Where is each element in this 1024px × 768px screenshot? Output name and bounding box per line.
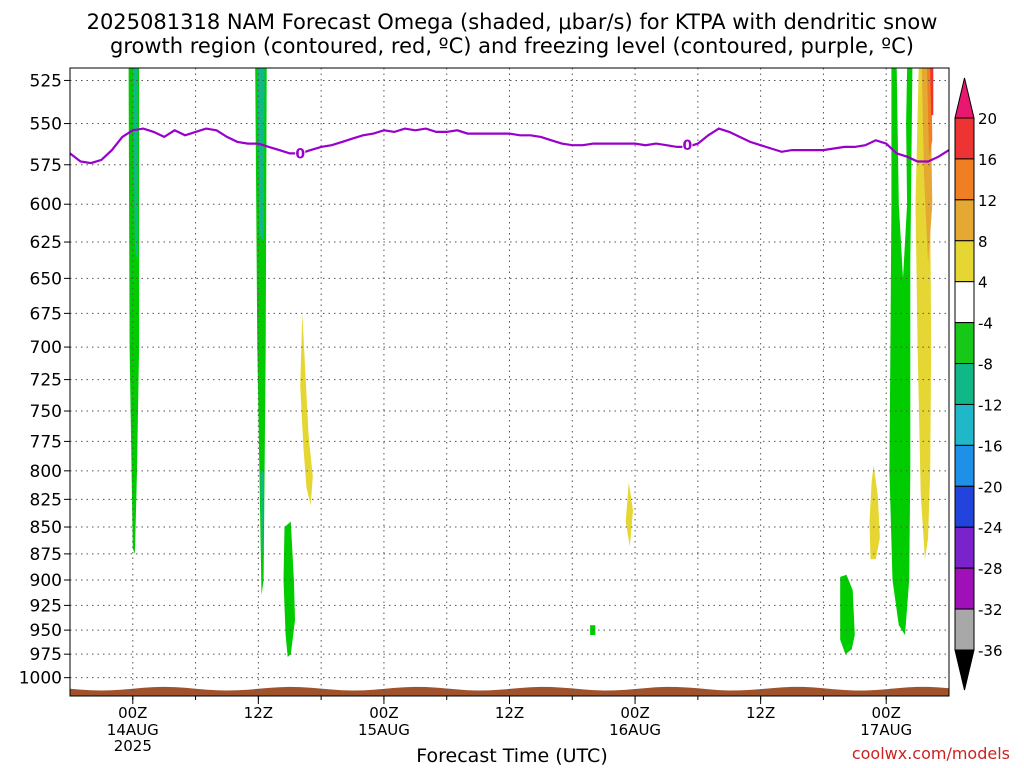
colorbar-label-5: -4 [978, 315, 993, 333]
credit-link[interactable]: coolwx.com/models [851, 744, 1010, 763]
y-tick-label-1000: 1000 [19, 669, 62, 689]
y-tick-label-700: 700 [30, 338, 62, 358]
y-tick-label-850: 850 [30, 518, 62, 538]
colorbar-label-13: -36 [978, 642, 1003, 660]
contour-label-1: 0 [683, 138, 693, 154]
colorbar-label-10: -24 [978, 519, 1003, 537]
omega-region-10 [840, 574, 855, 655]
colorbar-box-5 [954, 322, 975, 365]
colorbar-box-11 [954, 567, 975, 610]
colorbar-box-4 [954, 281, 975, 324]
omega-region-1 [132, 68, 138, 264]
x-sub-label-48-0: 16AUG [609, 721, 661, 739]
colorbar-box-0 [954, 117, 975, 160]
y-tick-label-825: 825 [30, 490, 62, 510]
omega-region-4 [260, 470, 264, 560]
grid-lines [70, 68, 949, 696]
colorbar-box-8 [954, 444, 975, 487]
y-tick-label-600: 600 [30, 195, 62, 215]
y-tick-label-875: 875 [30, 545, 62, 565]
colorbar: 20 16 12 8 4 -4 -8 -12 -16 -20 -24 -28 -32 -36 [954, 77, 1003, 691]
y-tick-label-625: 625 [30, 233, 62, 253]
colorbar-label-3: 8 [978, 233, 988, 251]
colorbar-box-9 [954, 485, 975, 528]
omega-region-3 [257, 68, 265, 242]
colorbar-label-12: -32 [978, 601, 1003, 619]
chart-title-line-1: 2025081318 NAM Forecast Omega (shaded, μ… [86, 10, 938, 34]
colorbar-box-10 [954, 526, 975, 569]
y-tick-label-725: 725 [30, 371, 62, 391]
y-tick-label-900: 900 [30, 571, 62, 591]
terrain-fill [70, 686, 949, 696]
terrain-area [70, 686, 949, 696]
omega-region-15 [930, 68, 934, 116]
colorbar-label-0: 20 [978, 110, 997, 128]
colorbar-box-6 [954, 363, 975, 405]
x-sub-label-0-0: 14AUG [107, 721, 159, 739]
x-tick-label-36: 12Z [495, 704, 524, 722]
y-tick-label-775: 775 [30, 432, 62, 452]
x-axis-label: Forecast Time (UTC) [416, 745, 608, 767]
y-tick-label-525: 525 [30, 71, 62, 91]
colorbar-label-4: 4 [978, 274, 988, 292]
x-tick-label-0: 00Z [118, 704, 147, 722]
x-tick-label-60: 12Z [746, 704, 775, 722]
y-tick-label-800: 800 [30, 462, 62, 482]
colorbar-top-arrow [954, 77, 975, 119]
y-tick-label-925: 925 [30, 596, 62, 616]
y-tick-label-675: 675 [30, 304, 62, 324]
contour-label-0: 0 [295, 146, 305, 162]
colorbar-label-1: 16 [978, 151, 997, 169]
x-tick-label-24: 00Z [369, 704, 398, 722]
y-tick-label-750: 750 [30, 402, 62, 422]
colorbar-label-2: 12 [978, 192, 997, 210]
colorbar-box-3 [954, 240, 975, 283]
y-tick-label-550: 550 [30, 115, 62, 135]
colorbar-label-11: -28 [978, 560, 1003, 578]
omega-region-7 [625, 482, 633, 547]
y-tick-label-575: 575 [30, 156, 62, 176]
x-tick-label-72: 00Z [872, 704, 901, 722]
contour-label-bg-0 [295, 145, 306, 162]
colorbar-box-12 [954, 608, 975, 651]
contour-label-bg-1 [682, 137, 693, 154]
x-sub-label-0-1: 2025 [114, 737, 152, 755]
x-tick-label-12: 12Z [244, 704, 273, 722]
chart-title-line-2: growth region (contoured, red, ºC) and f… [110, 34, 914, 58]
colorbar-bottom-arrow [954, 649, 975, 691]
freezing-level-contour: 00 [69, 127, 950, 165]
colorbar-label-9: -20 [978, 478, 1003, 496]
x-tick-label-48: 00Z [620, 704, 649, 722]
omega-region-9 [869, 465, 880, 560]
y-tick-label-950: 950 [30, 621, 62, 641]
omega-region-11 [889, 68, 913, 635]
omega-region-5 [283, 521, 295, 657]
colorbar-label-6: -8 [978, 356, 993, 374]
omega-region-6 [300, 313, 313, 505]
y-tick-label-975: 975 [30, 645, 62, 665]
pressure-axis: 525 550 575 600 625 650 675 700 725 750 775 800 825 8… [19, 71, 70, 689]
colorbar-box-2 [954, 199, 975, 242]
y-tick-label-650: 650 [30, 269, 62, 289]
colorbar-box-1 [954, 158, 975, 201]
colorbar-label-7: -12 [978, 396, 1003, 414]
x-sub-label-72-0: 17AUG [860, 721, 912, 739]
omega-shaded-regions [128, 68, 934, 657]
x-sub-label-24-0: 15AUG [358, 721, 410, 739]
freezing-level-line [69, 127, 950, 165]
colorbar-label-8: -16 [978, 437, 1003, 455]
colorbar-box-7 [954, 403, 975, 446]
